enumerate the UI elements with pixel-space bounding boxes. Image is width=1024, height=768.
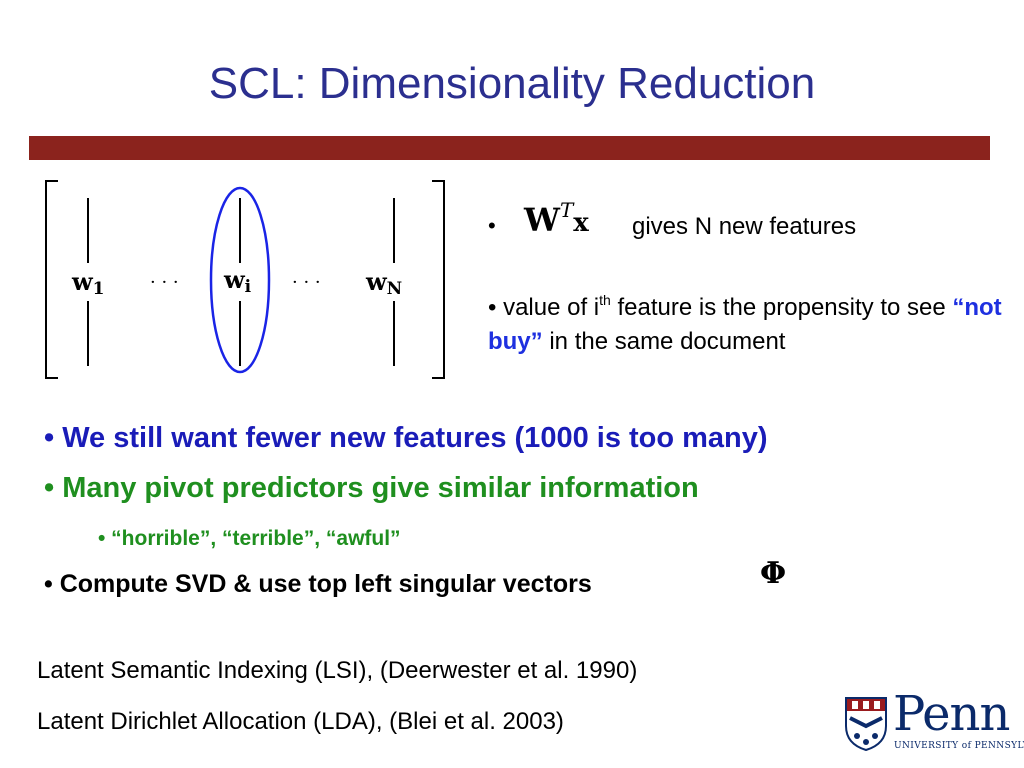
- propensity-text: • value of ith feature is the propensity…: [488, 292, 1002, 355]
- matrix-right-bracket: [432, 180, 445, 379]
- wtx-formula: WTx: [524, 198, 589, 239]
- matrix-dots-left: · · ·: [150, 272, 179, 293]
- bullet-examples: • “horrible”, “terrible”, “awful”: [98, 527, 401, 550]
- reference-lda: Latent Dirichlet Allocation (LDA), (Blei…: [37, 708, 564, 735]
- col1-label: w1: [71, 267, 105, 299]
- bullet-fewer-features: • We still want fewer new features (1000…: [44, 422, 768, 454]
- penn-logo-word: Penn: [893, 686, 1010, 742]
- title-divider-bar: [29, 136, 990, 160]
- reference-lsi: Latent Semantic Indexing (LSI), (Deerwes…: [37, 657, 638, 684]
- matrix-dots-right: · · ·: [292, 272, 321, 293]
- weight-matrix: w1 · · · wi · · · wN: [45, 180, 445, 379]
- math-bullet: •: [488, 213, 496, 238]
- gives-features-text: gives N new features: [632, 213, 857, 240]
- bullet-compute-svd: • Compute SVD & use top left singular ve…: [44, 570, 592, 598]
- penn-shield-icon: [845, 697, 887, 752]
- not-buy-phrase: “not buy”: [488, 294, 1002, 355]
- phi-symbol: Φ: [760, 556, 787, 591]
- bullet-pivot-predictors: • Many pivot predictors give similar inf…: [44, 472, 699, 504]
- slide-title: SCL: Dimensionality Reduction: [208, 59, 816, 108]
- matrix-left-bracket: [45, 180, 58, 379]
- coln-label: wN: [365, 267, 402, 299]
- coli-label: wi: [223, 265, 252, 297]
- highlight-ellipse: [209, 186, 271, 374]
- penn-logo-subtitle: UNIVERSITY of PENNSYLVANIA: [894, 741, 1024, 751]
